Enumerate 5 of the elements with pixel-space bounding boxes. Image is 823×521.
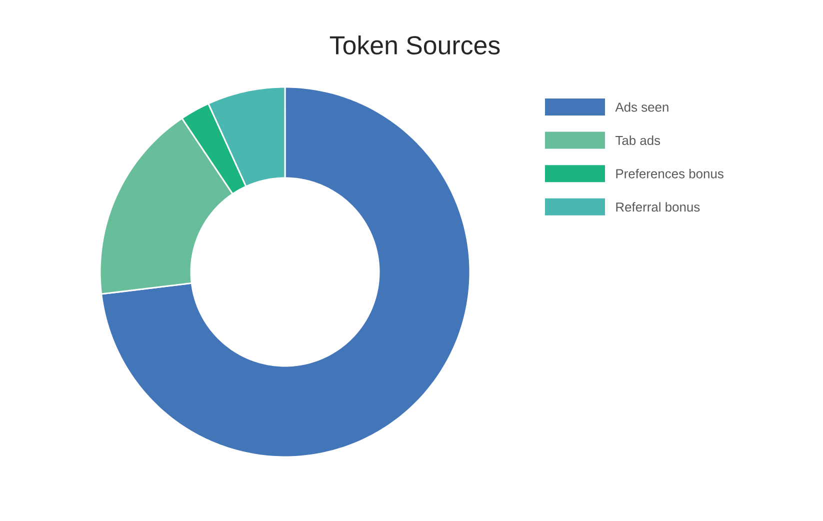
chart-title: Token Sources [330, 35, 500, 54]
legend-label: Referral bonus [616, 202, 700, 212]
legend-label: Preferences bonus [616, 168, 724, 178]
legend-label: Tab ads [616, 136, 660, 146]
legend-label: Ads seen [615, 102, 668, 112]
